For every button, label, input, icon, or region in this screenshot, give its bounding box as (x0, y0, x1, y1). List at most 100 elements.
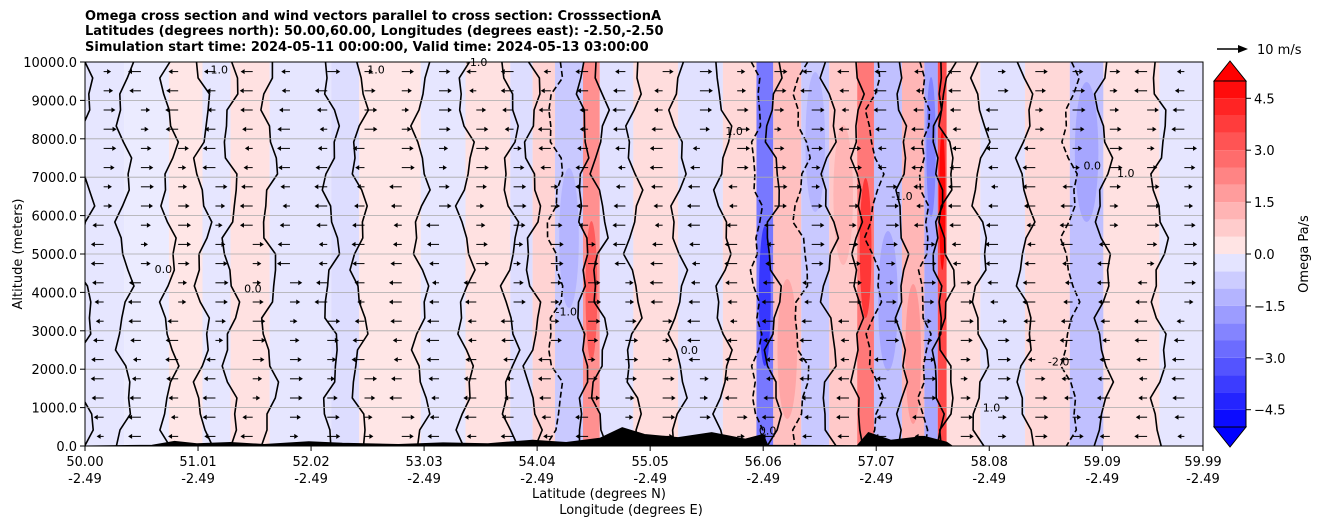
wind-vector (837, 318, 849, 324)
wind-vector-head (369, 433, 374, 439)
wind-vector (276, 261, 290, 267)
wind-vector (774, 88, 787, 94)
wind-vector (1061, 376, 1073, 382)
wind-vector-head (782, 203, 787, 209)
wind-vector (625, 280, 634, 286)
wind-vector (500, 88, 514, 94)
wind-vector-head (725, 357, 730, 363)
wind-vector (364, 395, 376, 401)
wind-vector-head (165, 357, 170, 363)
wind-vector-head (223, 299, 228, 305)
wind-vector-head (1006, 357, 1011, 363)
wind-vector-head (816, 165, 821, 171)
wind-vector-head (373, 376, 378, 382)
wind-vector-head (108, 203, 113, 209)
wind-vector-head (988, 203, 993, 209)
wind-vector-head (727, 337, 732, 343)
wind-vector-head (168, 395, 173, 401)
colorbar-segment (1214, 409, 1246, 427)
y-tick-label: 9000.0 (32, 94, 78, 109)
wind-vector (1025, 337, 1036, 343)
wind-vector-head (279, 222, 284, 228)
wind-vector (840, 357, 849, 363)
wind-vector-head (1081, 107, 1086, 113)
wind-vector-head (1115, 107, 1120, 113)
wind-vector-head (783, 184, 788, 190)
wind-vector-head (92, 222, 97, 228)
wind-vector (985, 145, 999, 151)
wind-vector-head (612, 241, 617, 247)
x-tick-label-lat: 58.08 (971, 455, 1008, 470)
wind-vector-head (669, 69, 674, 75)
wind-vector-head (223, 184, 228, 190)
wind-vector (178, 299, 187, 305)
wind-vector (252, 318, 266, 324)
wind-vector (277, 145, 290, 151)
wind-vector-head (521, 299, 526, 305)
y-axis-label: Altitude (meters) (11, 199, 26, 310)
wind-vector (355, 165, 365, 171)
wind-vector-head (277, 241, 282, 247)
wind-vector (327, 376, 335, 382)
wind-vector (1026, 222, 1036, 228)
wind-vector-head (186, 241, 191, 247)
wind-vector-head (876, 376, 881, 382)
wind-vector-head (892, 299, 897, 305)
wind-vector (550, 337, 562, 343)
wind-vector (468, 337, 477, 343)
wind-vector-head (219, 337, 224, 343)
x-tick-label-lat: 54.04 (519, 455, 556, 470)
wind-vector (699, 69, 713, 75)
wind-vector-head (407, 88, 412, 94)
wind-vector-head (724, 241, 729, 247)
wind-vector (252, 376, 263, 382)
wind-vector-head (429, 414, 434, 420)
wind-vector (798, 357, 812, 363)
wind-vector (960, 299, 974, 305)
wind-vector (1184, 261, 1198, 267)
wind-vector-head (388, 299, 393, 305)
wind-vector-head (522, 203, 527, 209)
wind-vector-head (557, 280, 562, 286)
wind-vector (463, 280, 477, 286)
wind-vector-head (466, 69, 471, 75)
omega-contour (863, 62, 885, 446)
wind-vector (612, 107, 626, 113)
wind-vector-head (373, 107, 378, 113)
wind-vector-head (686, 203, 691, 209)
wind-vector (352, 222, 365, 228)
wind-vector (763, 395, 775, 401)
wind-vector (327, 337, 339, 343)
wind-vector-head (692, 145, 697, 151)
wind-vector (1099, 433, 1110, 439)
x-tick-label-lat: 55.05 (632, 455, 669, 470)
wind-vector (476, 145, 490, 151)
wind-vector (401, 414, 415, 420)
wind-vector-head (841, 107, 846, 113)
wind-vector-head (575, 184, 580, 190)
colorbar-segment (1214, 132, 1246, 151)
wind-vector-head (431, 395, 436, 401)
wind-vector-head (985, 107, 990, 113)
wind-vector-head (988, 165, 993, 171)
wind-vector (811, 126, 825, 132)
wind-vector (923, 280, 937, 286)
wind-vector-head (315, 165, 320, 171)
wind-vector-head (1117, 126, 1122, 132)
wind-vector-head (186, 222, 191, 228)
wind-vector-head (1173, 337, 1178, 343)
wind-vector-head (1099, 433, 1104, 439)
wind-vector-head (500, 69, 505, 75)
wind-vector (277, 241, 290, 247)
wind-vector-head (281, 88, 286, 94)
wind-vector (388, 280, 402, 286)
wind-vector (1172, 107, 1185, 113)
wind-vector-head (389, 395, 394, 401)
wind-vector-head (261, 337, 266, 343)
wind-vector (649, 165, 663, 171)
wind-vector (215, 337, 224, 343)
wind-vector (1109, 203, 1119, 209)
wind-vector-head (206, 357, 211, 363)
wind-vector-head (857, 184, 862, 190)
wind-vector (1064, 280, 1073, 286)
